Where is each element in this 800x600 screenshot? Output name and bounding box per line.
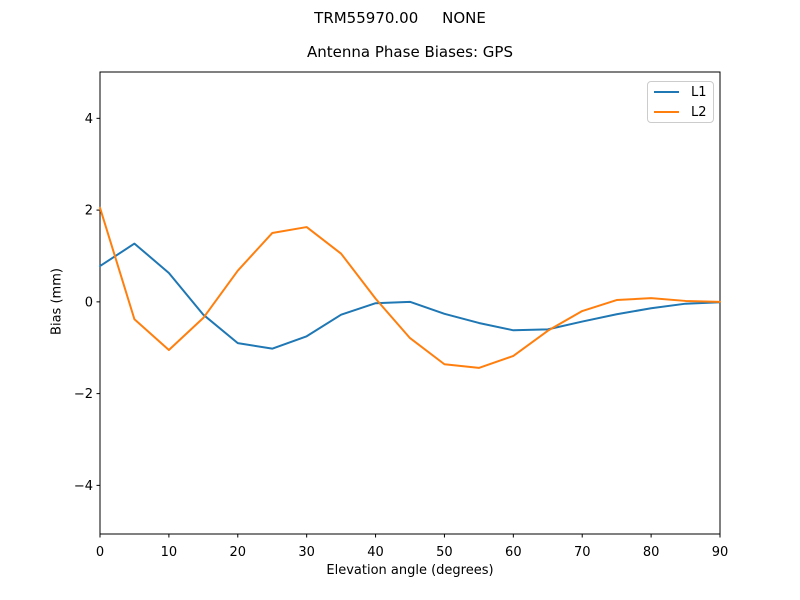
x-tick-label: 60 — [505, 545, 522, 560]
legend-label-l2: L2 — [691, 104, 707, 120]
x-tick-label: 80 — [643, 545, 660, 560]
x-tick-label: 0 — [96, 545, 104, 560]
x-tick-label: 90 — [712, 545, 729, 560]
x-axis-label: Elevation angle (degrees) — [326, 563, 494, 578]
series-line-l1 — [99, 242, 721, 350]
series-line-l2 — [99, 206, 721, 369]
legend-item-l1: L1 — [648, 82, 713, 102]
axes-title: Antenna Phase Biases: GPS — [307, 43, 513, 61]
figure-suptitle: TRM55970.00 NONE — [314, 9, 486, 27]
x-tick-label: 50 — [436, 545, 453, 560]
y-tick-label: −2 — [74, 387, 93, 402]
legend-item-l2: L2 — [648, 102, 713, 122]
x-tick-label: 30 — [298, 545, 315, 560]
y-tick-label: 0 — [85, 295, 93, 310]
legend: L1 L2 — [647, 81, 714, 123]
x-tick-label: 20 — [230, 545, 247, 560]
y-tick-label: 2 — [85, 204, 93, 219]
y-tick-label: 4 — [85, 112, 93, 127]
x-tick-label: 70 — [574, 545, 591, 560]
y-axis-label: Bias (mm) — [49, 268, 65, 335]
x-tick-label: 10 — [161, 545, 178, 560]
y-tick-label: −4 — [74, 479, 93, 494]
legend-label-l1: L1 — [691, 84, 707, 100]
x-tick-label: 40 — [367, 545, 384, 560]
l2-line-swatch — [654, 111, 679, 113]
l1-line-swatch — [654, 91, 679, 93]
